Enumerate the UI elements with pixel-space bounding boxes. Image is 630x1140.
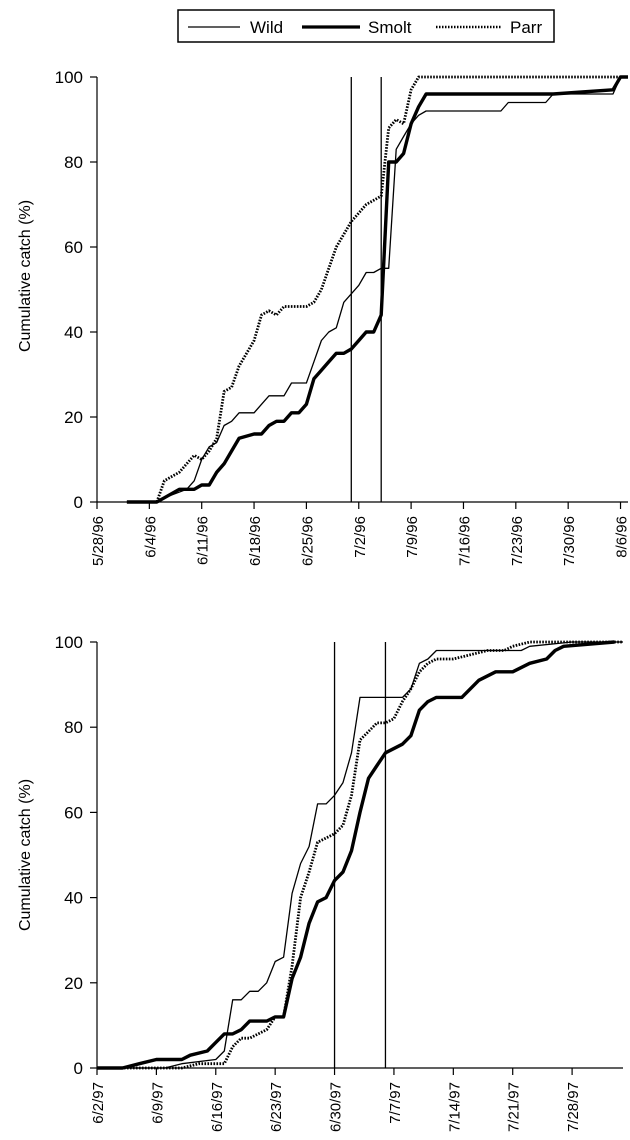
chart1-series-smolt <box>126 75 628 504</box>
chart1-series <box>126 75 628 504</box>
chart2-y-axis: 0 20 40 60 80 100 <box>55 633 98 1078</box>
chart2-x-tick-label: 6/9/97 <box>149 1082 166 1124</box>
chart1-x-tick-label: 6/4/96 <box>142 516 159 558</box>
chart1-ylabel: Cumulative catch (%) <box>17 200 34 352</box>
chart1-x-tick-label: 7/16/96 <box>456 516 473 566</box>
chart2-series-wild <box>97 641 623 1069</box>
chart2-y-tick-label: 100 <box>55 633 83 652</box>
chart1-x-tick-label: 8/6/96 <box>614 516 630 558</box>
chart2-x-tick-label: 7/28/97 <box>565 1082 582 1132</box>
chart1-y-tick-label: 60 <box>64 238 83 257</box>
chart1-y-tick-label: 0 <box>74 493 83 512</box>
chart2-ylabel: Cumulative catch (%) <box>17 779 34 931</box>
chart-1997: Cumulative catch (%) 0 20 40 60 80 100 6/2/97… <box>17 633 623 1132</box>
chart-1996: Cumulative catch (%) 0 20 40 60 80 100 5/28/9… <box>17 68 630 566</box>
legend-box <box>177 9 555 43</box>
chart1-x-tick-label: 5/28/96 <box>90 516 107 566</box>
chart2-x-axis: 6/2/97 6/9/97 6/16/97 6/23/97 6/30/97 7/7/97 7… <box>90 1067 623 1132</box>
legend-label-wild: Wild <box>250 18 283 37</box>
chart2-series <box>97 640 623 1070</box>
chart2-x-tick-label: 7/21/97 <box>506 1082 523 1132</box>
chart1-y-tick-label: 80 <box>64 153 83 172</box>
chart2-x-tick-label: 6/30/97 <box>328 1082 345 1132</box>
chart1-y-axis: 0 20 40 60 80 100 <box>55 68 98 512</box>
chart1-x-axis: 5/28/96 6/4/96 6/11/96 6/18/96 6/25/96 7/2/96… <box>90 501 630 566</box>
chart2-y-tick-label: 80 <box>64 718 83 737</box>
chart1-x-tick-label: 7/9/96 <box>404 516 421 558</box>
chart1-x-tick-label: 7/2/96 <box>352 516 369 558</box>
chart1-x-tick-label: 7/30/96 <box>561 516 578 566</box>
chart2-y-tick-label: 0 <box>74 1059 83 1078</box>
legend-label-smolt: Smolt <box>368 18 412 37</box>
chart1-y-tick-label: 100 <box>55 68 83 87</box>
chart1-series-wild <box>126 76 628 503</box>
chart2-y-tick-label: 20 <box>64 974 83 993</box>
chart2-x-tick-label: 7/7/97 <box>387 1082 404 1124</box>
legend-label-parr: Parr <box>510 18 542 37</box>
chart2-y-tick-label: 60 <box>64 803 83 822</box>
chart2-series-smolt <box>97 640 615 1070</box>
chart1-x-tick-label: 6/18/96 <box>247 516 264 566</box>
chart2-series-parr <box>97 640 623 1070</box>
chart1-x-tick-label: 6/25/96 <box>299 516 316 566</box>
chart2-x-tick-label: 6/16/97 <box>209 1082 226 1132</box>
chart2-x-tick-label: 7/14/97 <box>446 1082 463 1132</box>
chart2-x-tick-label: 6/2/97 <box>90 1082 107 1124</box>
chart1-x-tick-label: 6/11/96 <box>195 516 212 565</box>
legend: Wild Smolt Parr <box>177 9 555 43</box>
chart2-x-tick-label: 6/23/97 <box>268 1082 285 1132</box>
chart1-x-tick-label: 7/23/96 <box>509 516 526 566</box>
chart1-series-parr <box>126 75 628 504</box>
chart1-y-tick-label: 20 <box>64 408 83 427</box>
chart2-reference-lines <box>333 642 387 1068</box>
chart2-y-tick-label: 40 <box>64 889 83 908</box>
chart1-y-tick-label: 40 <box>64 323 83 342</box>
